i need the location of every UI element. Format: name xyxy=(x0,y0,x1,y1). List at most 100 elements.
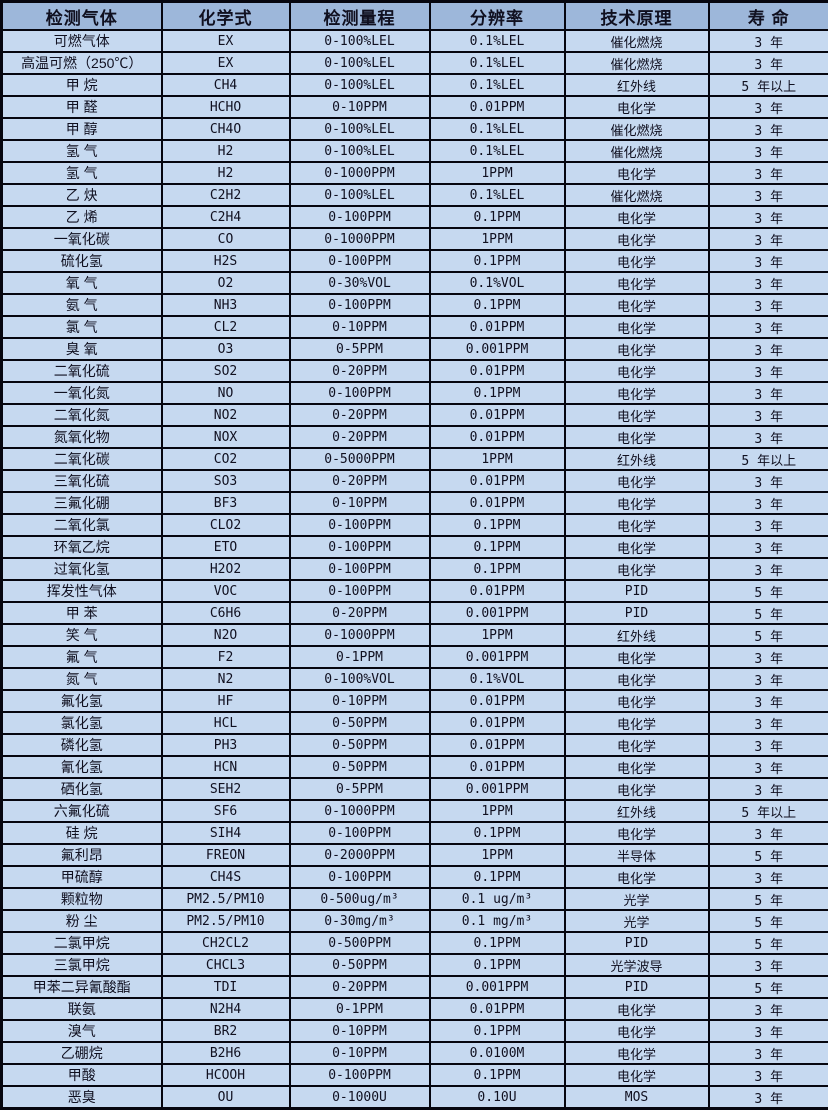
table-cell: N2O xyxy=(162,624,290,646)
table-cell: 5 年 xyxy=(709,932,828,954)
table-cell: 0.01PPM xyxy=(430,360,565,382)
table-cell: 0-100PPM xyxy=(290,1064,430,1086)
table-cell: 臭 氧 xyxy=(2,338,162,360)
table-cell: 5 年 xyxy=(709,976,828,998)
table-cell: 0.01PPM xyxy=(430,756,565,778)
table-cell: 甲硫醇 xyxy=(2,866,162,888)
table-cell: 三氟化硼 xyxy=(2,492,162,514)
table-cell: 0-50PPM xyxy=(290,954,430,976)
table-cell: 3 年 xyxy=(709,250,828,272)
table-cell: SF6 xyxy=(162,800,290,822)
table-cell: 电化学 xyxy=(565,690,709,712)
table-cell: 5 年 xyxy=(709,624,828,646)
table-cell: TDI xyxy=(162,976,290,998)
table-cell: 硒化氢 xyxy=(2,778,162,800)
table-cell: 3 年 xyxy=(709,96,828,118)
table-cell: 电化学 xyxy=(565,382,709,404)
table-cell: 氧 气 xyxy=(2,272,162,294)
table-cell: 3 年 xyxy=(709,492,828,514)
table-cell: 甲 醇 xyxy=(2,118,162,140)
table-cell: 0.1PPM xyxy=(430,558,565,580)
table-cell: ETO xyxy=(162,536,290,558)
table-cell: 0.001PPM xyxy=(430,338,565,360)
table-cell: 0.001PPM xyxy=(430,602,565,624)
table-cell: 氯 气 xyxy=(2,316,162,338)
table-cell: 0-30%VOL xyxy=(290,272,430,294)
table-cell: 1PPM xyxy=(430,228,565,250)
table-cell: 0-100%LEL xyxy=(290,118,430,140)
table-cell: 电化学 xyxy=(565,536,709,558)
table-cell: 3 年 xyxy=(709,646,828,668)
table-cell: 0.1%LEL xyxy=(430,74,565,96)
table-cell: NO xyxy=(162,382,290,404)
table-cell: 3 年 xyxy=(709,822,828,844)
table-cell: 催化燃烧 xyxy=(565,140,709,162)
table-cell: 二氧化氯 xyxy=(2,514,162,536)
column-header: 寿 命 xyxy=(709,2,828,31)
table-cell: 0.1 ug/m³ xyxy=(430,888,565,910)
table-cell: 氰化氢 xyxy=(2,756,162,778)
table-cell: 乙硼烷 xyxy=(2,1042,162,1064)
table-cell: 三氯甲烷 xyxy=(2,954,162,976)
table-cell: 0.1 mg/m³ xyxy=(430,910,565,932)
table-cell: 0-100PPM xyxy=(290,580,430,602)
table-cell: 电化学 xyxy=(565,866,709,888)
table-cell: H2 xyxy=(162,162,290,184)
table-cell: PM2.5/PM10 xyxy=(162,888,290,910)
table-cell: 0-20PPM xyxy=(290,360,430,382)
table-cell: 0.0100M xyxy=(430,1042,565,1064)
table-cell: 氮氧化物 xyxy=(2,426,162,448)
table-cell: 0-100PPM xyxy=(290,294,430,316)
table-cell: 5 年 xyxy=(709,844,828,866)
table-cell: 0-50PPM xyxy=(290,712,430,734)
table-cell: 电化学 xyxy=(565,822,709,844)
table-cell: SIH4 xyxy=(162,822,290,844)
table-cell: 过氧化氢 xyxy=(2,558,162,580)
table-cell: NOX xyxy=(162,426,290,448)
table-cell: 0.1PPM xyxy=(430,866,565,888)
table-cell: 3 年 xyxy=(709,470,828,492)
table-cell: 5 年以上 xyxy=(709,74,828,96)
table-cell: 3 年 xyxy=(709,294,828,316)
table-cell: 0.1PPM xyxy=(430,536,565,558)
table-cell: 0.1%LEL xyxy=(430,52,565,74)
table-cell: 3 年 xyxy=(709,536,828,558)
table-cell: F2 xyxy=(162,646,290,668)
header-row: 检测气体化学式检测量程分辨率技术原理寿 命 xyxy=(2,2,828,31)
table-cell: 0.01PPM xyxy=(430,96,565,118)
table-cell: 0.001PPM xyxy=(430,976,565,998)
table-cell: N2H4 xyxy=(162,998,290,1020)
table-cell: CHCL3 xyxy=(162,954,290,976)
table-cell: CO xyxy=(162,228,290,250)
table-cell: 氢 气 xyxy=(2,140,162,162)
table-cell: BF3 xyxy=(162,492,290,514)
table-cell: 电化学 xyxy=(565,250,709,272)
table-cell: 乙 烯 xyxy=(2,206,162,228)
table-cell: 红外线 xyxy=(565,74,709,96)
table-cell: 0.1%LEL xyxy=(430,140,565,162)
table-cell: 溴气 xyxy=(2,1020,162,1042)
table-cell: 5 年 xyxy=(709,580,828,602)
table-cell: 3 年 xyxy=(709,690,828,712)
table-cell: 三氧化硫 xyxy=(2,470,162,492)
table-cell: 0-10PPM xyxy=(290,96,430,118)
table-cell: 0-20PPM xyxy=(290,602,430,624)
table-cell: 0-100%LEL xyxy=(290,184,430,206)
table-cell: 0-30mg/m³ xyxy=(290,910,430,932)
table-cell: 氨 气 xyxy=(2,294,162,316)
table-cell: 电化学 xyxy=(565,998,709,1020)
table-cell: 0-100PPM xyxy=(290,250,430,272)
table-cell: 0-100%LEL xyxy=(290,52,430,74)
column-header: 检测气体 xyxy=(2,2,162,31)
